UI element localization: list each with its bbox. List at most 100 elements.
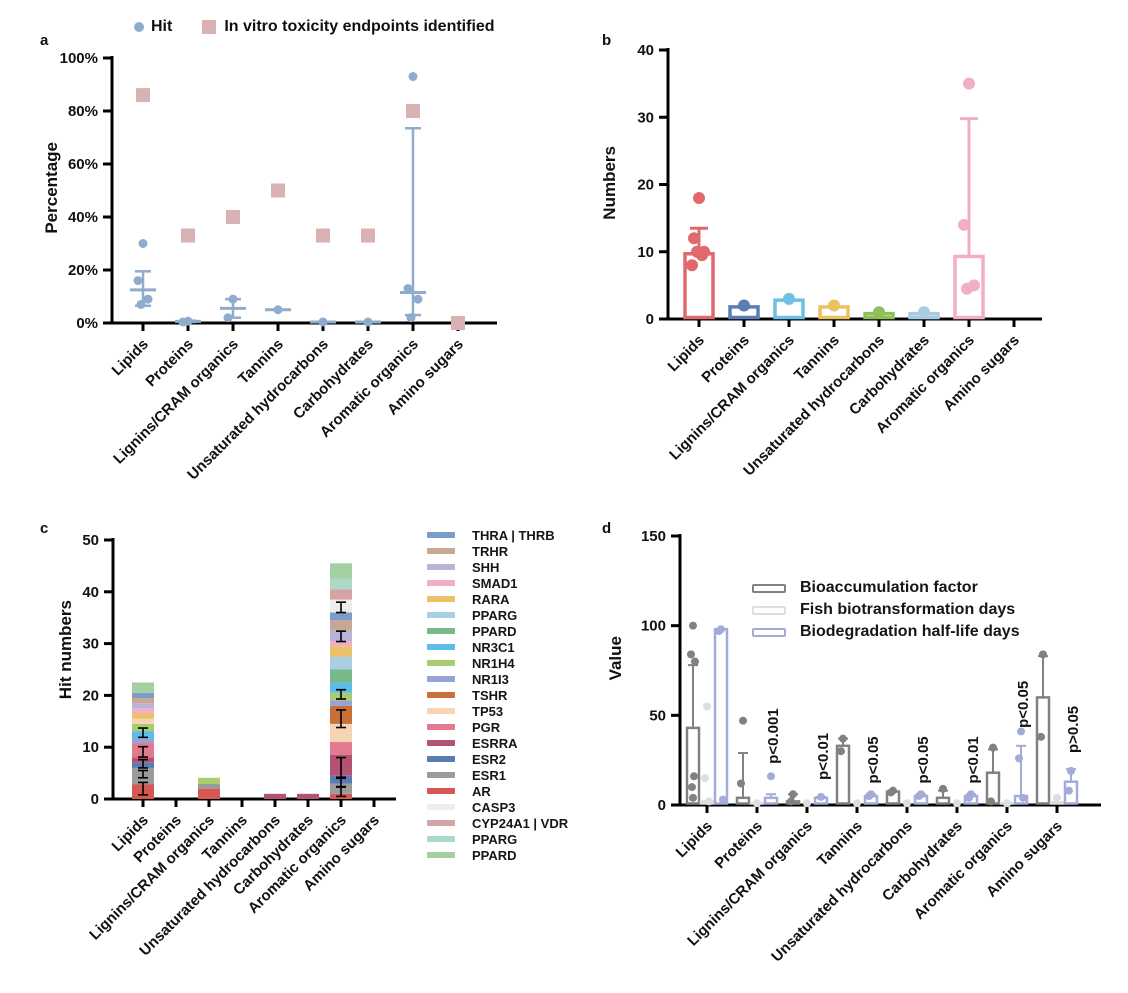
legend-swatch-icon <box>427 596 455 602</box>
legend-item-ppard: PPARD <box>388 623 568 639</box>
data-point <box>715 627 723 636</box>
data-point <box>915 792 923 801</box>
stack-segment <box>132 708 154 714</box>
p-value-label: p>0.05 <box>1065 706 1082 753</box>
legend-item-ar: AR <box>388 783 568 799</box>
data-point <box>691 657 699 666</box>
y-tick-label: 20 <box>82 687 99 704</box>
data-point <box>705 797 713 806</box>
y-tick-label: 50 <box>82 532 99 549</box>
data-point <box>738 299 750 312</box>
data-point <box>689 793 697 802</box>
hit-point <box>223 313 233 323</box>
data-point <box>1039 650 1047 659</box>
stack-segment <box>132 713 154 719</box>
legend-item-casp3: CASP3 <box>388 799 568 815</box>
legend-label: ESRRA <box>472 735 518 751</box>
stack-segment <box>330 682 352 693</box>
panel-c-letter: c <box>40 520 49 537</box>
data-point <box>1017 727 1025 736</box>
hit-point <box>403 284 413 294</box>
bar <box>735 796 751 805</box>
stack-segment <box>330 700 352 706</box>
legend-label: Fish biotransformation days <box>800 601 1016 618</box>
data-point <box>939 784 947 793</box>
toxicity-point <box>406 104 420 118</box>
stack-segment <box>330 656 352 670</box>
y-tick-label: 50 <box>649 707 666 724</box>
legend-item-shh: SHH <box>388 559 568 575</box>
data-point <box>903 799 911 808</box>
legend-swatch-icon <box>427 548 455 554</box>
legend-label: PPARD <box>472 847 517 863</box>
legend-swatch-icon <box>427 820 455 826</box>
legend-label: TP53 <box>472 703 504 719</box>
p-value-label: p<0.001 <box>765 708 782 763</box>
y-tick-label: 10 <box>637 244 654 261</box>
panel-d-data: p<0.001 p<0.01 p<0.05 p<0.05 p<0.01 p<0.05 p>0… <box>685 621 1082 808</box>
legend-label: TRHR <box>472 543 509 559</box>
hit-point <box>143 294 153 304</box>
y-tick-label: 0 <box>646 311 654 328</box>
legend-item-ppard: PPARD <box>388 847 568 863</box>
legend-swatch-icon <box>427 580 455 586</box>
legend-item-thra-thrb: THRA | THRB <box>388 527 568 543</box>
legend-swatch-icon <box>427 708 455 714</box>
toxicity-square-marker-icon <box>202 20 217 34</box>
data-point <box>865 792 873 801</box>
data-point <box>817 792 825 801</box>
stack-segment <box>330 589 352 600</box>
y-tick-label: 0% <box>76 315 98 332</box>
legend-item-tshr: TSHR <box>388 687 568 703</box>
legend-swatch-icon <box>427 852 455 858</box>
panel-b-data <box>683 77 985 320</box>
toxicity-point <box>316 228 330 243</box>
data-point <box>787 797 795 806</box>
legend-label: NR1I3 <box>472 671 509 687</box>
legend-label: PPARD <box>472 623 517 639</box>
hit-circle-marker-icon <box>134 22 144 32</box>
data-point <box>783 292 795 305</box>
x-category-label: Lipids <box>109 336 152 379</box>
y-tick-label: 100 <box>641 618 666 635</box>
legend-swatch-icon <box>427 724 455 730</box>
stack-segment <box>132 682 154 693</box>
data-point <box>688 783 696 792</box>
hit-point <box>138 239 148 248</box>
x-category-label: Carbohydrates <box>290 336 377 423</box>
toxicity-point <box>136 88 150 103</box>
data-point <box>689 621 697 630</box>
legend-item-esr2: ESR2 <box>388 751 568 767</box>
data-point <box>961 282 973 295</box>
y-tick-label: 40% <box>68 209 98 226</box>
data-point <box>873 306 885 319</box>
panel-a-legend-hit-label: Hit <box>151 18 173 35</box>
data-point <box>693 191 705 204</box>
legend-swatch-icon <box>427 756 455 762</box>
hit-point <box>413 294 423 304</box>
data-point <box>696 249 708 262</box>
stack-segment <box>330 641 352 647</box>
legend-label: TSHR <box>472 687 508 703</box>
bar <box>685 726 701 805</box>
hit-point <box>363 317 373 327</box>
legend-swatch-icon <box>427 772 455 778</box>
legend-item-nr1h4: NR1H4 <box>388 655 568 671</box>
bar <box>1035 696 1051 805</box>
data-point <box>958 218 970 231</box>
legend-label: CASP3 <box>472 799 516 815</box>
stack-segment <box>264 793 286 799</box>
panel-a-plot: 0%20%40%60%80%100%LipidsProteinsLignins/… <box>60 50 497 480</box>
stack-segment <box>198 788 220 799</box>
bar <box>935 796 951 805</box>
y-tick-label: 100% <box>60 50 98 67</box>
bar <box>763 796 779 805</box>
y-tick-label: 30 <box>82 636 99 653</box>
y-tick-label: 20% <box>68 262 98 279</box>
p-value-label: p<0.01 <box>815 733 832 780</box>
legend-label: Bioaccumulation factor <box>800 579 978 596</box>
p-value-label: p<0.05 <box>865 736 882 783</box>
data-point <box>1037 732 1045 741</box>
